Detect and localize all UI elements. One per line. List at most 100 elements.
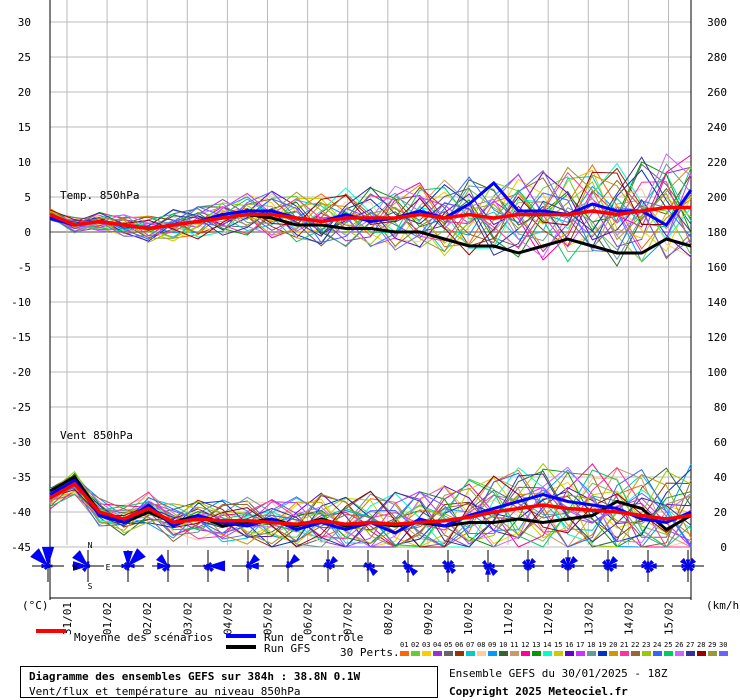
perturbation-legend-id: 18: [587, 641, 595, 649]
perturbation-legend-swatch: [697, 651, 706, 656]
perturbation-legend-id: 01: [400, 641, 408, 649]
perturbation-legend-id: 23: [642, 641, 650, 649]
perturbation-legend-id: 29: [708, 641, 716, 649]
perturbation-temp-line: [49, 156, 692, 256]
wind-rose-petals: [481, 559, 499, 577]
left-tick-label: 30: [18, 16, 31, 29]
x-tick-label: 12/02: [542, 602, 555, 635]
perturbation-legend-swatch: [433, 651, 442, 656]
perturbation-legend-swatch: [686, 651, 695, 656]
footer-title: Diagramme des ensembles GEFS sur 384h : …: [29, 670, 361, 683]
perturbation-legend-swatch: [477, 651, 486, 656]
perturbation-legend-swatch: [598, 651, 607, 656]
perturbation-legend-swatch: [631, 651, 640, 656]
perturbation-legend-swatch: [510, 651, 519, 656]
perturbation-wind-line: [49, 469, 692, 548]
x-tick-label: 31/01: [61, 602, 74, 635]
left-axis-unit: (°C): [22, 599, 49, 612]
footer-subtitle: Vent/flux et température au niveau 850hP…: [29, 685, 301, 698]
perturbation-legend-id: 14: [543, 641, 551, 649]
wind-rose-petals: [559, 555, 579, 571]
left-tick-label: 15: [18, 121, 31, 134]
x-tick-label: 05/02: [262, 602, 275, 635]
x-axis-labels: 31/01 01/02 02/02 03/02 04/02 05/02 06/02 07/02…: [61, 602, 676, 635]
x-tick-label: 11/02: [502, 602, 515, 635]
x-tick-label: 14/02: [622, 602, 635, 635]
x-tick-label: 09/02: [422, 602, 435, 635]
perturbation-legend-swatch: [576, 651, 585, 656]
x-tick-label: 15/02: [663, 602, 676, 635]
perturbation-legend-id: 28: [697, 641, 705, 649]
left-tick-label: 0: [24, 226, 31, 239]
grid: [49, 0, 692, 600]
wind-rose-south-label: S: [88, 582, 93, 591]
legend-label-gfs: Run GFS: [264, 642, 310, 655]
perturbation-legend-swatch: [543, 651, 552, 656]
left-tick-label: 25: [18, 51, 31, 64]
perturbation-legend-swatch: [499, 651, 508, 656]
right-tick-label: 160: [707, 261, 727, 274]
series-wind-line: [49, 481, 692, 527]
wind-rose-petals: [601, 555, 619, 573]
perturbation-legend-id: 27: [686, 641, 694, 649]
wind-rose-petals: [72, 550, 91, 573]
perturbation-legend-swatch: [642, 651, 651, 656]
perturbation-legend-swatch: [653, 651, 662, 656]
x-tick-label: 02/02: [141, 602, 154, 635]
perturbation-legend-swatch: [444, 651, 453, 656]
perturbation-legend-id: 03: [422, 641, 430, 649]
wind-direction-roses: N S W E: [30, 541, 704, 591]
perturbation-legend-id: 07: [466, 641, 474, 649]
right-tick-label: 40: [714, 471, 727, 484]
x-tick-label: 08/02: [382, 602, 395, 635]
perturbation-legend-id: 11: [510, 641, 518, 649]
left-tick-label: -45: [11, 541, 31, 554]
right-tick-label: 0: [720, 541, 727, 554]
x-tick-label: 10/02: [462, 602, 475, 635]
wind-rose-petals: [679, 557, 697, 573]
wind-rose-petals: [363, 561, 379, 577]
perturbation-legend-swatch: [422, 651, 431, 656]
right-tick-label: 280: [707, 51, 727, 64]
wind-rose-west-label: W: [73, 563, 78, 572]
legend-label-mean: Moyenne des scénarios: [74, 631, 213, 644]
right-tick-label: 120: [707, 331, 727, 344]
left-tick-label: -15: [11, 331, 31, 344]
perturbation-legend-id: 26: [675, 641, 683, 649]
perturbation-temp-line: [49, 171, 692, 256]
perturbation-legend-id: 16: [565, 641, 573, 649]
perturbation-legend-swatch: [466, 651, 475, 656]
perturbation-wind-line: [49, 473, 692, 545]
perturbation-legend-swatch: [521, 651, 530, 656]
perturbation-legend-swatch: [411, 651, 420, 656]
x-tick-label: 01/02: [101, 602, 114, 635]
right-tick-label: 200: [707, 191, 727, 204]
left-tick-label: 20: [18, 86, 31, 99]
perturbation-legend-id: 17: [576, 641, 584, 649]
wind-rose-petals: [641, 559, 657, 573]
left-tick-label: -20: [11, 366, 31, 379]
right-tick-label: 240: [707, 121, 727, 134]
right-axis-unit: (km/h): [706, 599, 740, 612]
copyright: Copyright 2025 Meteociel.fr: [449, 685, 628, 698]
right-axis-ticks: 3002802602402202001801601401201008060402…: [707, 16, 727, 554]
perturbation-legend-id: 02: [411, 641, 419, 649]
left-tick-label: -10: [11, 296, 31, 309]
right-tick-label: 260: [707, 86, 727, 99]
perturbation-legend-swatch: [565, 651, 574, 656]
wind-rose-petals: [30, 546, 55, 571]
footer-box: Diagramme des ensembles GEFS sur 384h : …: [20, 666, 438, 698]
perturbation-legend-swatch: [708, 651, 717, 656]
perturbation-legend-id: 09: [488, 641, 496, 649]
wind-rose-north-label: N: [88, 541, 93, 550]
perturbation-legend-id: 08: [477, 641, 485, 649]
left-tick-label: -30: [11, 436, 31, 449]
wind-rose-petals: [323, 555, 339, 571]
perturbation-legend-swatch: [587, 651, 596, 656]
perturbation-legend-id: 21: [620, 641, 628, 649]
perturbation-legend-swatch: [609, 651, 618, 656]
wind-rose-petals: [203, 560, 226, 573]
legend-label-control: Run de contrôle: [264, 631, 363, 644]
perturbation-wind-line: [49, 472, 692, 548]
